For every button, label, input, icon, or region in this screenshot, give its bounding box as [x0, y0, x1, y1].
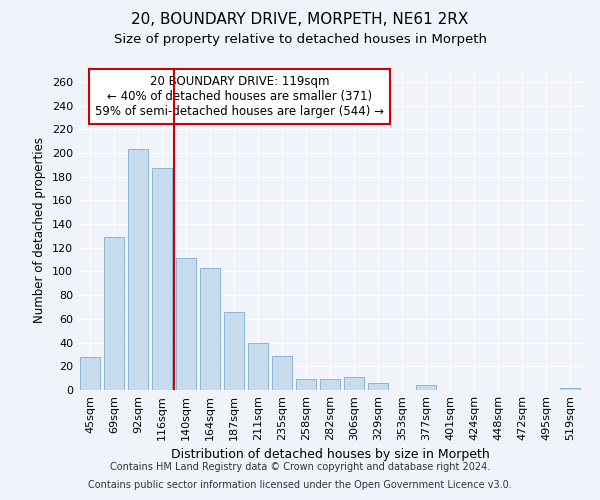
Text: 20, BOUNDARY DRIVE, MORPETH, NE61 2RX: 20, BOUNDARY DRIVE, MORPETH, NE61 2RX — [131, 12, 469, 28]
Bar — [152, 168, 172, 390]
Bar — [128, 150, 148, 390]
Bar — [416, 386, 436, 390]
Text: 20 BOUNDARY DRIVE: 119sqm
← 40% of detached houses are smaller (371)
59% of semi: 20 BOUNDARY DRIVE: 119sqm ← 40% of detac… — [95, 75, 384, 118]
Bar — [344, 377, 364, 390]
X-axis label: Distribution of detached houses by size in Morpeth: Distribution of detached houses by size … — [170, 448, 490, 462]
Bar — [224, 312, 244, 390]
Bar — [176, 258, 196, 390]
Bar — [104, 237, 124, 390]
Text: Size of property relative to detached houses in Morpeth: Size of property relative to detached ho… — [113, 32, 487, 46]
Bar — [320, 380, 340, 390]
Bar — [248, 342, 268, 390]
Bar — [296, 380, 316, 390]
Bar — [200, 268, 220, 390]
Bar — [80, 357, 100, 390]
Text: Contains HM Land Registry data © Crown copyright and database right 2024.: Contains HM Land Registry data © Crown c… — [110, 462, 490, 472]
Bar — [272, 356, 292, 390]
Y-axis label: Number of detached properties: Number of detached properties — [34, 137, 46, 323]
Bar — [368, 383, 388, 390]
Bar — [560, 388, 580, 390]
Text: Contains public sector information licensed under the Open Government Licence v3: Contains public sector information licen… — [88, 480, 512, 490]
